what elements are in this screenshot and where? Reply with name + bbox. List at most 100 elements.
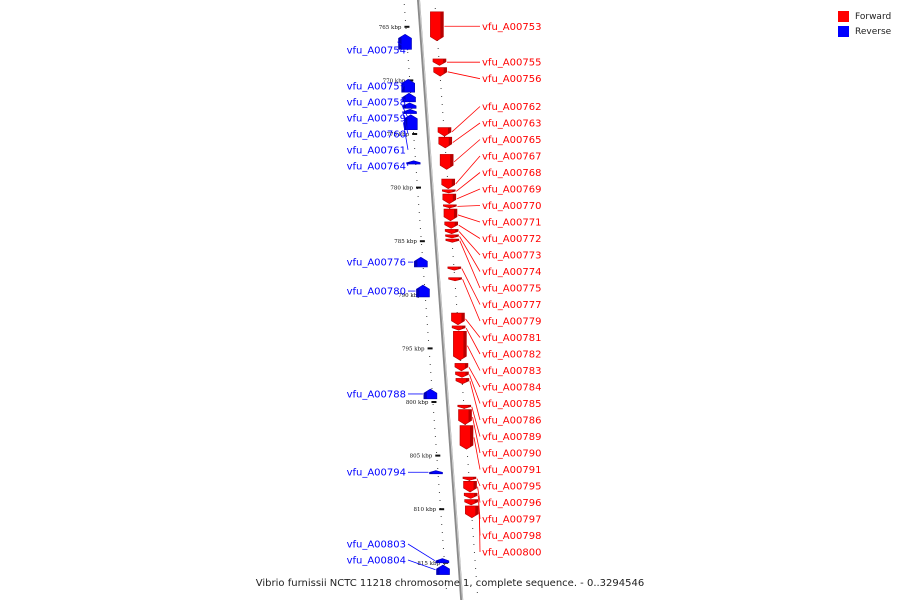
- gene-label[interactable]: vfu_A00758: [347, 97, 406, 108]
- gene-arrow-shade: [452, 189, 456, 192]
- gene-vfu_A00759[interactable]: [402, 102, 417, 109]
- gene-label[interactable]: vfu_A00789: [482, 432, 541, 443]
- gene-vfu_A00754[interactable]: [398, 33, 412, 50]
- gene-label[interactable]: vfu_A00797: [482, 515, 541, 526]
- gene-vfu_A00791[interactable]: [459, 425, 474, 450]
- gene-vfu_A00785[interactable]: [455, 371, 469, 378]
- gene-vfu_A00798[interactable]: [464, 499, 478, 506]
- gene-vfu_A00755[interactable]: [432, 58, 447, 66]
- gene-label[interactable]: vfu_A00761: [347, 145, 406, 156]
- gene-vfu_A00765[interactable]: [439, 154, 454, 170]
- gene-label[interactable]: vfu_A00759: [347, 113, 406, 124]
- gene-arrow[interactable]: [402, 102, 417, 109]
- gene-vfu_A00769[interactable]: [442, 193, 457, 205]
- gene-arrow[interactable]: [414, 256, 428, 268]
- gene-arrow[interactable]: [423, 388, 438, 400]
- gene-vfu_A00780[interactable]: [416, 284, 430, 298]
- gene-label[interactable]: vfu_A00767: [482, 152, 541, 163]
- gene-label[interactable]: vfu_A00794: [347, 468, 406, 479]
- gene-label[interactable]: vfu_A00753: [482, 22, 541, 33]
- gene-vfu_A00781[interactable]: [451, 312, 465, 326]
- gene-label[interactable]: vfu_A00771: [482, 218, 541, 229]
- gene-vfu_A00756[interactable]: [433, 67, 447, 77]
- gene-label[interactable]: vfu_A00760: [347, 129, 406, 140]
- gene-vfu_A00763[interactable]: [438, 136, 453, 149]
- gene-label[interactable]: vfu_A00800: [482, 548, 541, 559]
- gene-label[interactable]: vfu_A00763: [482, 119, 541, 130]
- gene-vfu_A00784[interactable]: [454, 363, 469, 372]
- gene-vfu_A00777[interactable]: [447, 266, 462, 271]
- gene-label[interactable]: vfu_A00757: [347, 81, 406, 92]
- gene-vfu_A00796[interactable]: [463, 481, 477, 493]
- gene-label[interactable]: vfu_A00762: [482, 102, 541, 113]
- gene-vfu_A00774[interactable]: [445, 234, 459, 239]
- gene-label[interactable]: vfu_A00785: [482, 399, 541, 410]
- gene-label[interactable]: vfu_A00788: [347, 389, 406, 400]
- gene-vfu_A00764[interactable]: [406, 160, 421, 165]
- gene-label[interactable]: vfu_A00791: [482, 465, 541, 476]
- gene-label[interactable]: vfu_A00764: [347, 161, 406, 172]
- gene-vfu_A00772[interactable]: [444, 221, 459, 229]
- reverse-track-dot: [417, 196, 419, 197]
- gene-label[interactable]: vfu_A00790: [482, 449, 541, 460]
- gene-label[interactable]: vfu_A00783: [482, 366, 541, 377]
- gene-vfu_A00803[interactable]: [435, 558, 450, 564]
- gene-label[interactable]: vfu_A00772: [482, 234, 541, 245]
- gene-vfu_A00786[interactable]: [455, 378, 470, 385]
- gene-vfu_A00804[interactable]: [436, 564, 450, 575]
- gene-arrow[interactable]: [436, 564, 450, 575]
- gene-vfu_A00795[interactable]: [462, 476, 477, 481]
- gene-vfu_A00776[interactable]: [414, 256, 428, 268]
- gene-label[interactable]: vfu_A00795: [482, 482, 541, 493]
- gene-vfu_A00762[interactable]: [437, 127, 452, 137]
- gene-label[interactable]: vfu_A00804: [347, 556, 406, 567]
- gene-vfu_A00753[interactable]: [430, 11, 444, 42]
- gene-label[interactable]: vfu_A00796: [482, 498, 541, 509]
- gene-label[interactable]: vfu_A00779: [482, 317, 541, 328]
- gene-arrow[interactable]: [429, 470, 443, 475]
- gene-label[interactable]: vfu_A00776: [347, 258, 406, 269]
- gene-arrow[interactable]: [401, 78, 415, 93]
- reverse-track-dot: [421, 244, 423, 245]
- gene-label[interactable]: vfu_A00768: [482, 168, 541, 179]
- gene-label[interactable]: vfu_A00782: [482, 350, 541, 361]
- gene-vfu_A00783[interactable]: [453, 330, 467, 361]
- gene-vfu_A00773[interactable]: [444, 229, 459, 235]
- gene-label[interactable]: vfu_A00781: [482, 333, 541, 344]
- gene-arrow[interactable]: [416, 284, 430, 298]
- gene-label[interactable]: vfu_A00769: [482, 185, 541, 196]
- gene-label[interactable]: vfu_A00780: [347, 287, 406, 298]
- gene-vfu_A00794[interactable]: [429, 470, 443, 475]
- gene-vfu_A00757[interactable]: [401, 78, 415, 93]
- gene-label[interactable]: vfu_A00777: [482, 300, 541, 311]
- gene-vfu_A00768[interactable]: [441, 189, 456, 194]
- gene-vfu_A00788[interactable]: [423, 388, 438, 400]
- gene-vfu_A00797[interactable]: [463, 492, 478, 499]
- gene-vfu_A00758[interactable]: [402, 92, 416, 103]
- gene-label[interactable]: vfu_A00756: [482, 74, 541, 85]
- gene-arrow[interactable]: [402, 92, 416, 103]
- gene-vfu_A00790[interactable]: [458, 409, 472, 425]
- gene-vfu_A00782[interactable]: [451, 325, 466, 331]
- gene-vfu_A00770[interactable]: [443, 204, 457, 209]
- gene-arrow[interactable]: [435, 558, 450, 564]
- gene-vfu_A00771[interactable]: [443, 208, 458, 222]
- gene-arrow[interactable]: [406, 160, 421, 165]
- gene-label[interactable]: vfu_A00773: [482, 251, 541, 262]
- gene-label[interactable]: vfu_A00765: [482, 135, 541, 146]
- gene-label[interactable]: vfu_A00775: [482, 284, 541, 295]
- gene-label[interactable]: vfu_A00803: [347, 540, 406, 551]
- gene-vfu_A00767[interactable]: [441, 178, 456, 190]
- gene-vfu_A00779[interactable]: [448, 277, 462, 282]
- gene-label[interactable]: vfu_A00770: [482, 201, 541, 212]
- gene-label[interactable]: vfu_A00755: [482, 58, 541, 69]
- gene-vfu_A00800[interactable]: [465, 505, 479, 519]
- gene-label[interactable]: vfu_A00798: [482, 531, 541, 542]
- gene-vfu_A00775[interactable]: [445, 238, 460, 243]
- gene-vfu_A00789[interactable]: [457, 404, 472, 409]
- gene-arrow[interactable]: [403, 114, 418, 131]
- gene-label[interactable]: vfu_A00774: [482, 267, 541, 278]
- gene-label[interactable]: vfu_A00784: [482, 383, 541, 394]
- gene-label[interactable]: vfu_A00786: [482, 416, 541, 427]
- gene-label[interactable]: vfu_A00754: [347, 46, 406, 57]
